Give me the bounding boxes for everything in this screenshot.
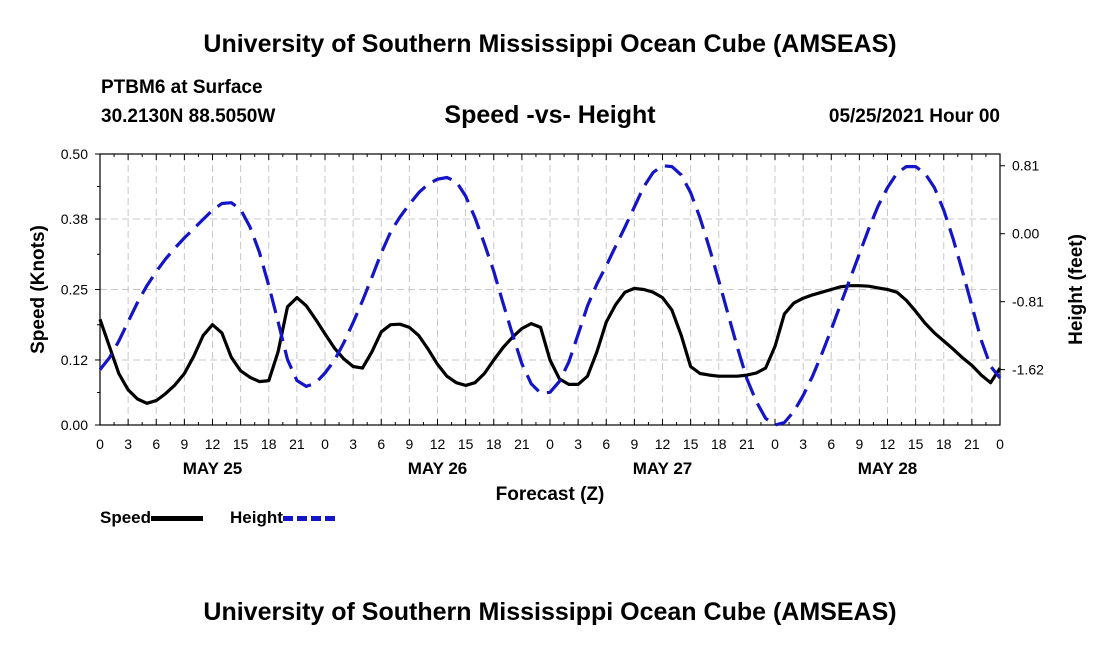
y-tick-label: 0.12 [61,352,88,368]
x-tick-label: 0 [321,436,329,452]
legend-height-swatch [282,516,335,522]
x-tick-label: 18 [936,436,952,452]
y2-tick-label: -0.81 [1012,294,1044,310]
x-tick-label: 12 [655,436,671,452]
x-tick-label: 0 [996,436,1004,452]
x-tick-label: 9 [180,436,188,452]
x-tick-label: 6 [827,436,835,452]
x-day-label: MAY 27 [633,459,693,478]
series-line-height [98,164,1002,427]
axes [95,153,1005,426]
x-tick-label: 21 [514,436,530,452]
x-day-label: MAY 26 [408,459,468,478]
x-tick-label: 6 [152,436,160,452]
x-tick-label: 15 [683,436,699,452]
y2-tick-label: 0.00 [1012,226,1039,242]
forecast-datetime: 05/25/2021 Hour 00 [828,106,1000,127]
x-day-label: MAY 25 [183,459,243,478]
grid-lines [100,154,1000,425]
legend-speed-label: Speed [100,508,152,527]
x-tick-label: 6 [602,436,610,452]
x-tick-label: 9 [405,436,413,452]
x-tick-label: 0 [546,436,554,452]
x-tick-label: 9 [855,436,863,452]
chart-title-bottom: University of Southern Mississippi Ocean… [203,598,897,626]
x-tick-label: 12 [205,436,221,452]
x-tick-label: 0 [96,436,104,452]
x-tick-label: 3 [124,436,132,452]
x-tick-label: 15 [233,436,249,452]
x-tick-label: 21 [964,436,980,452]
series-line-speed [98,284,1002,405]
y-axis-title: Speed (Knots) [28,225,49,354]
x-tick-label: 12 [880,436,896,452]
series-lines [98,164,1002,427]
x-tick-label: 15 [908,436,924,452]
x-tick-label: 0 [771,436,779,452]
x-tick-label: 12 [430,436,446,452]
y-tick-label: 0.38 [61,211,88,227]
x-tick-label: 3 [349,436,357,452]
y-tick-label: 0.50 [61,146,88,162]
axis-labels: 0 3 6 9 12 15 18 21 0 3 6 9 12 15 18 21 0 3 6 9 12 15 18 21 0 3 6 9… [28,146,1087,505]
y2-tick-label: -1.62 [1012,362,1044,378]
x-tick-label: 18 [711,436,727,452]
y2-axis-title: Height (feet) [1066,234,1087,345]
x-tick-label: 21 [289,436,305,452]
station-coordinates: 30.2130N 88.5050W [101,106,276,127]
plot-frame [99,153,1001,426]
chart-title-top: University of Southern Mississippi Ocean… [203,30,897,58]
x-tick-label: 6 [377,436,385,452]
chart-subtitle: Speed -vs- Height [444,101,656,129]
y-tick-label: 0.25 [61,282,88,298]
legend-item-speed: Speed [100,508,204,528]
x-tick-label: 18 [486,436,502,452]
y2-tick-label: 0.81 [1012,158,1039,174]
legend-speed-swatch [151,516,204,522]
x-tick-label: 3 [574,436,582,452]
legend-height-label: Height [230,508,283,527]
x-tick-label: 3 [799,436,807,452]
station-label: PTBM6 at Surface [101,77,263,98]
y-tick-label: 0.00 [61,417,88,433]
legend-item-height: Height [230,508,335,528]
x-tick-label: 18 [261,436,277,452]
x-day-label: MAY 28 [858,459,918,478]
x-tick-label: 9 [630,436,638,452]
x-axis-title: Forecast (Z) [496,484,605,505]
x-tick-label: 15 [458,436,474,452]
x-tick-label: 21 [739,436,755,452]
